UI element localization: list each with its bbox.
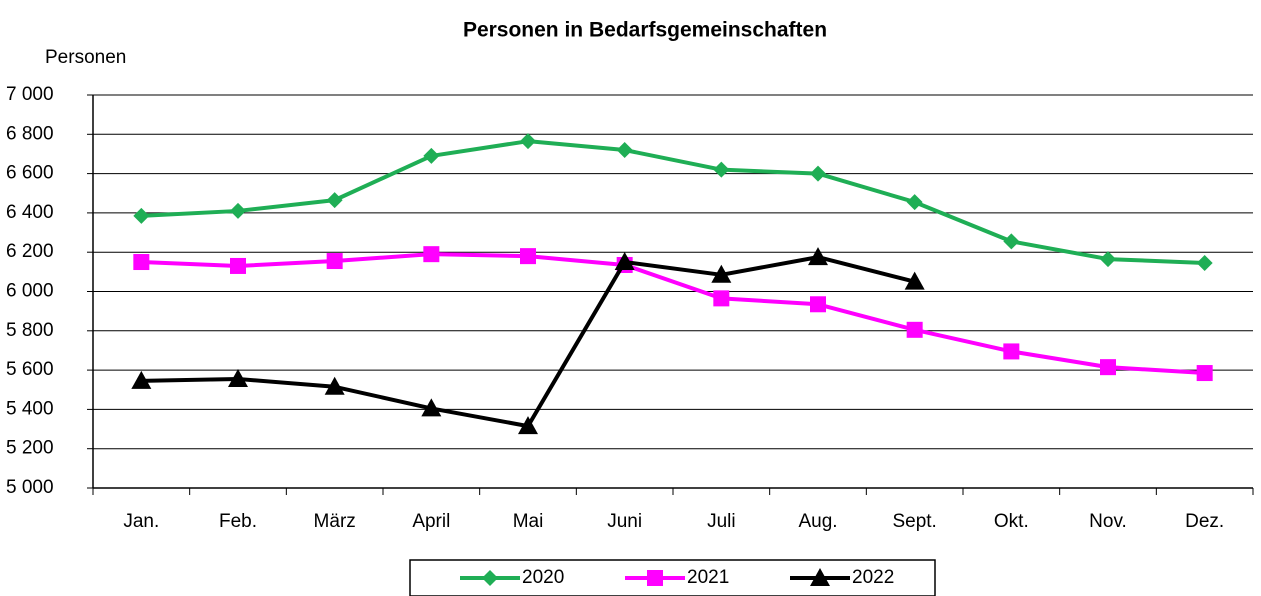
data-point <box>1196 365 1213 382</box>
data-point <box>324 376 345 395</box>
y-tick-label: 5 000 <box>6 477 54 498</box>
data-point <box>423 246 440 263</box>
data-point <box>1003 233 1020 250</box>
x-tick-label: Juli <box>707 511 736 532</box>
data-point <box>711 264 732 283</box>
legend-label: 2020 <box>522 567 564 588</box>
y-tick-label: 5 400 <box>6 398 54 419</box>
y-tick-label: 7 000 <box>6 84 54 105</box>
data-point <box>326 253 343 270</box>
data-point <box>131 370 152 389</box>
chart-title: Personen in Bedarfsgemeinschaften <box>463 19 827 42</box>
data-point <box>423 147 440 164</box>
x-tick-label: Dez. <box>1185 511 1224 532</box>
x-tick-label: Aug. <box>798 511 837 532</box>
y-tick-label: 6 800 <box>6 123 54 144</box>
data-point <box>906 194 923 211</box>
y-tick-label: 5 600 <box>6 359 54 380</box>
data-point <box>1100 359 1116 376</box>
legend-label: 2021 <box>687 567 729 588</box>
legend-label: 2022 <box>852 567 894 588</box>
legend-marker <box>647 570 663 586</box>
data-point <box>1196 255 1213 272</box>
y-tick-label: 6 000 <box>6 281 54 302</box>
data-point <box>326 192 343 209</box>
legend-marker <box>810 568 830 586</box>
data-point <box>906 321 923 338</box>
data-point <box>133 254 150 271</box>
y-tick-label: 6 600 <box>6 163 54 184</box>
x-tick-label: April <box>412 511 450 532</box>
data-point <box>810 165 826 182</box>
data-point <box>133 207 150 224</box>
data-point <box>421 398 442 417</box>
data-point <box>520 248 536 265</box>
data-point <box>808 247 828 266</box>
data-point <box>1003 343 1020 360</box>
y-tick-label: 5 200 <box>6 438 54 459</box>
y-tick-label: 6 200 <box>6 241 54 262</box>
x-tick-label: Okt. <box>994 511 1029 532</box>
data-point <box>1100 251 1116 268</box>
data-point <box>904 271 925 290</box>
data-point <box>616 142 633 159</box>
data-point <box>230 202 246 219</box>
data-point <box>520 133 536 150</box>
y-axis-label: Personen <box>45 47 126 68</box>
y-tick-label: 5 800 <box>6 320 54 341</box>
x-tick-label: Juni <box>607 511 642 532</box>
data-point <box>713 290 730 307</box>
y-tick-label: 6 400 <box>6 202 54 223</box>
series-line <box>141 252 1205 376</box>
x-tick-label: Sept. <box>892 511 936 532</box>
x-tick-label: Jan. <box>123 511 159 532</box>
x-tick-label: Mai <box>513 511 544 532</box>
data-point <box>614 252 635 271</box>
data-point <box>230 257 246 274</box>
series-line <box>141 255 916 429</box>
x-tick-label: Feb. <box>219 511 257 532</box>
series-line <box>141 139 1205 266</box>
x-tick-label: März <box>314 511 356 532</box>
data-point <box>228 368 248 387</box>
data-point <box>810 296 826 313</box>
x-tick-label: Nov. <box>1089 511 1127 532</box>
legend-marker <box>482 570 498 586</box>
data-point <box>713 161 730 178</box>
data-point <box>518 416 538 435</box>
